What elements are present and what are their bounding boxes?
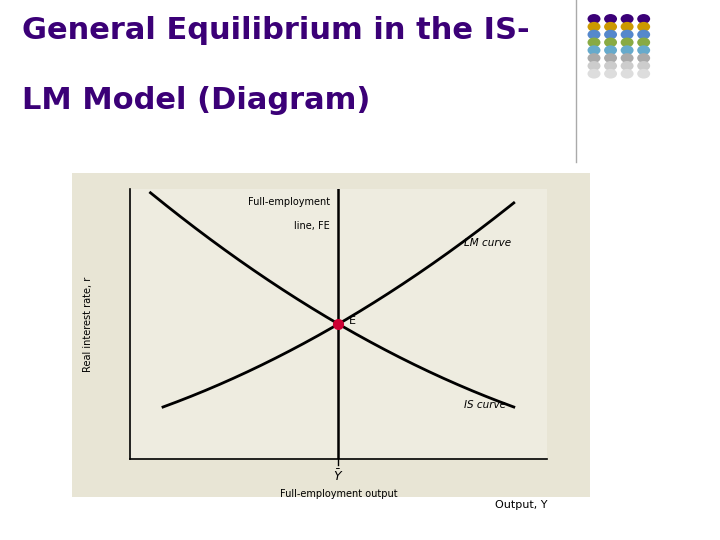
Text: Real interest rate, r: Real interest rate, r xyxy=(83,276,93,372)
Text: Full-employment output: Full-employment output xyxy=(279,489,397,499)
Text: LM Model (Diagram): LM Model (Diagram) xyxy=(22,86,370,116)
Text: line, FE: line, FE xyxy=(294,221,330,232)
Text: $\bar{Y}$: $\bar{Y}$ xyxy=(333,469,343,484)
Text: General Equilibrium in the IS-: General Equilibrium in the IS- xyxy=(22,16,529,45)
Text: E: E xyxy=(349,316,356,326)
Text: IS curve: IS curve xyxy=(464,400,505,410)
Text: Full-employment: Full-employment xyxy=(248,197,330,207)
Text: LM curve: LM curve xyxy=(464,238,510,248)
Text: Output, Y: Output, Y xyxy=(495,500,547,510)
